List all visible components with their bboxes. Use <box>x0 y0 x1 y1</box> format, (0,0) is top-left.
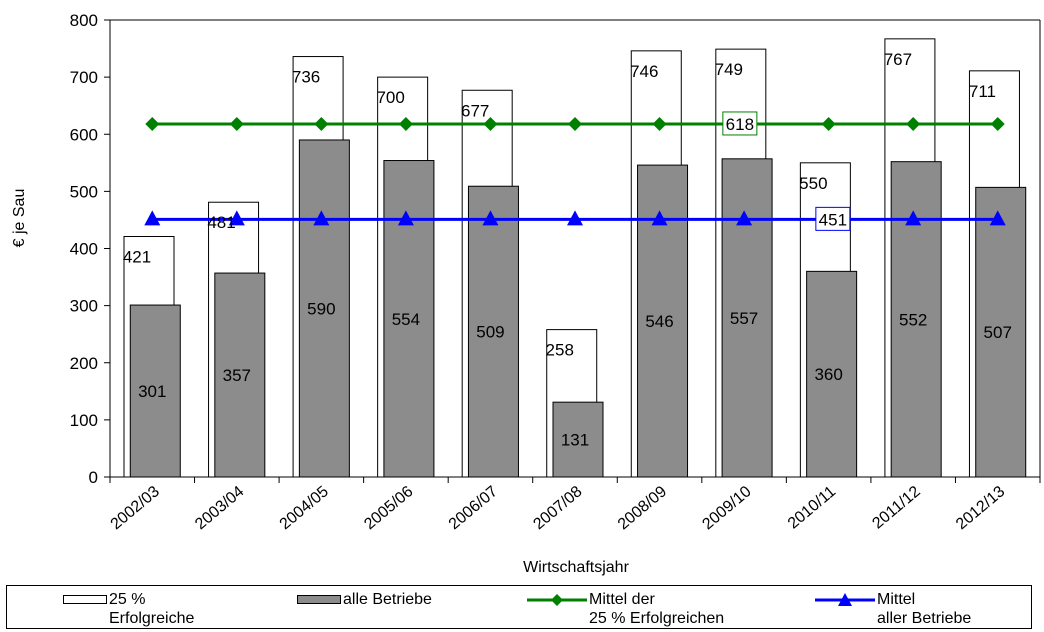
legend: 25 % Erfolgreiche alle Betriebe Mittel d… <box>6 585 1032 629</box>
x-tick-label: 2012/13 <box>953 483 1008 533</box>
y-tick-label: 100 <box>70 411 98 430</box>
data-label-all: 546 <box>645 312 673 331</box>
marker-diamond <box>145 116 160 131</box>
x-tick-label: 2011/12 <box>869 483 923 533</box>
x-tick-label: 2005/06 <box>361 483 416 533</box>
bar-all <box>298 139 350 478</box>
marker-diamond <box>906 116 921 131</box>
marker-triangle <box>905 210 922 226</box>
marker-triangle <box>989 210 1006 226</box>
y-tick-label: 800 <box>70 11 98 30</box>
y-axis-label: € je Sau <box>11 189 28 248</box>
x-axis-label: Wirtschaftsjahr <box>523 559 629 576</box>
bar-all <box>721 158 773 478</box>
bar-all <box>637 164 689 478</box>
legend-label-mean-all: Mittel aller Betriebe <box>877 591 972 627</box>
legend-label-mean-top25: Mittel der 25 % Erfolgreichen <box>589 591 725 627</box>
legend-label-top25: 25 % Erfolgreiche <box>109 591 195 627</box>
data-label-all: 131 <box>561 431 589 450</box>
data-label-all: 509 <box>476 323 504 342</box>
marker-diamond <box>990 116 1005 131</box>
plot-area: 0 100 200 300 400 500 600 700 800 2002/03 2003/04 2… <box>70 11 1041 533</box>
mean-label-box <box>815 206 851 231</box>
y-tick-label: 0 <box>89 468 98 487</box>
x-tick-label: 2006/07 <box>446 483 501 533</box>
x-tick-label: 2010/11 <box>785 483 839 533</box>
bar-all <box>467 185 519 478</box>
legend-item-all: alle Betriebe <box>297 590 432 609</box>
data-label-all: 360 <box>814 365 842 384</box>
data-label-all: 557 <box>730 309 758 328</box>
bar-all <box>214 272 266 478</box>
data-label-top25: 677 <box>461 101 489 120</box>
x-tick-label: 2007/08 <box>530 483 585 533</box>
legend-label-all: alle Betriebe <box>343 591 432 608</box>
data-label-all: 554 <box>392 310 420 329</box>
legend-item-mean-all: Mittel aller Betriebe <box>815 590 971 628</box>
y-tick-label: 200 <box>70 354 98 373</box>
y-tick-label: 300 <box>70 297 98 316</box>
marker-triangle <box>397 210 414 226</box>
marker-triangle <box>651 210 668 226</box>
marker-diamond <box>821 116 836 131</box>
marker-triangle <box>736 210 753 226</box>
x-tick-label: 2003/04 <box>192 483 247 533</box>
data-label-top25: 746 <box>630 62 658 81</box>
data-label-top25: 749 <box>715 60 743 79</box>
bar-all <box>975 186 1027 478</box>
legend-item-mean-top25: Mittel der 25 % Erfolgreichen <box>527 590 724 628</box>
marker-triangle <box>567 210 583 226</box>
y-tick-label: 700 <box>70 68 98 87</box>
marker-diamond <box>314 116 329 131</box>
data-label-top25: 711 <box>969 82 996 101</box>
x-tick-label: 2002/03 <box>108 483 163 533</box>
data-label-all: 507 <box>984 323 1012 342</box>
mean-label: 451 <box>819 210 847 229</box>
marker-triangle <box>313 210 330 226</box>
marker-triangle <box>144 210 161 226</box>
bar-all <box>890 161 942 478</box>
marker-diamond <box>398 116 413 131</box>
legend-swatch-blue-line <box>815 592 875 607</box>
marker-triangle <box>482 210 499 226</box>
data-label-top25: 736 <box>292 68 320 87</box>
data-label-all: 590 <box>307 299 335 318</box>
data-label-top25: 700 <box>376 88 404 107</box>
x-tick-label: 2008/09 <box>615 483 670 533</box>
data-label-top25: 550 <box>799 174 827 193</box>
marker-triangle <box>228 210 245 226</box>
data-label-top25: 481 <box>207 213 235 232</box>
data-label-all: 357 <box>223 366 251 385</box>
x-tick-label: 2004/05 <box>277 483 332 533</box>
y-tick-label: 500 <box>70 182 98 201</box>
marker-diamond <box>652 116 667 131</box>
data-label-all: 552 <box>899 310 927 329</box>
legend-item-top25: 25 % Erfolgreiche <box>63 590 194 628</box>
mean-label: 618 <box>726 115 754 134</box>
bar-all <box>806 270 858 478</box>
bar-all <box>552 401 604 478</box>
y-tick-label: 600 <box>70 125 98 144</box>
marker-diamond <box>483 116 498 131</box>
marker-diamond <box>229 116 244 131</box>
legend-swatch-grey-bar <box>297 595 341 605</box>
data-label-all: 301 <box>138 382 166 401</box>
legend-swatch-white-bar <box>63 595 107 605</box>
legend-swatch-green-line <box>527 593 587 607</box>
bar-all <box>383 160 435 478</box>
data-label-top25: 421 <box>123 248 151 267</box>
x-tick-label: 2009/10 <box>699 483 754 533</box>
bar-all <box>129 304 181 478</box>
y-tick-label: 400 <box>70 240 98 259</box>
mean-label-box <box>722 111 758 136</box>
data-label-top25: 258 <box>546 341 574 360</box>
marker-diamond <box>568 116 582 131</box>
data-label-top25: 767 <box>884 50 912 69</box>
